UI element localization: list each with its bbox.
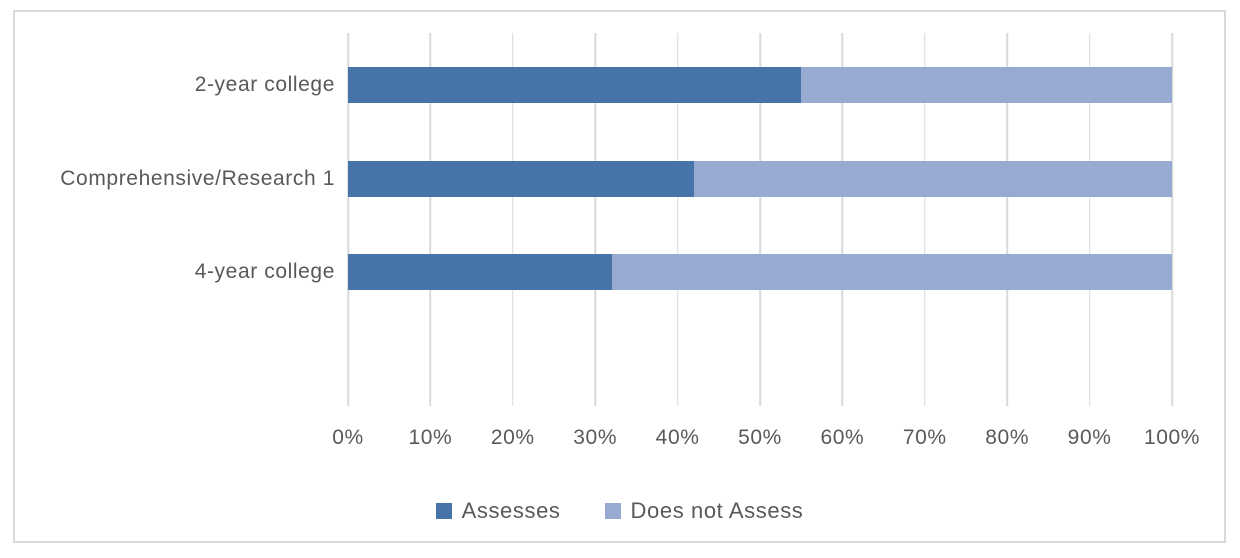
- gridline-20: [512, 33, 514, 406]
- category-axis: 2-year college Comprehensive/Research 1 4-…: [15, 33, 335, 406]
- x-tick-label-50: 50%: [738, 426, 782, 449]
- gridline-60: [841, 33, 844, 406]
- x-axis: 0% 10% 20% 30% 40% 50% 60% 70% 80% 90% 100%: [332, 426, 1199, 456]
- gridline-10: [429, 33, 432, 406]
- gridline-30: [594, 33, 596, 406]
- x-tick-label-100: 100%: [1143, 426, 1201, 449]
- gridline-40: [676, 33, 679, 406]
- legend-swatch-does-not-assess: [604, 503, 621, 519]
- gridline-90: [1088, 33, 1091, 406]
- category-label-comprehensive-research-1: Comprehensive/Research 1: [60, 166, 335, 190]
- bar-row-2-year-college: [348, 67, 1172, 103]
- x-tick-label-10: 10%: [408, 426, 453, 449]
- x-tick-label-0: 0%: [332, 426, 364, 449]
- x-tick-label-20: 20%: [490, 426, 535, 449]
- x-tick-label-30: 30%: [573, 426, 618, 449]
- gridline-50: [759, 33, 761, 406]
- x-tick-label-40: 40%: [655, 426, 700, 449]
- legend-item-does-not-assess: Does not Assess: [604, 498, 804, 524]
- gridline-100: [1171, 33, 1173, 406]
- legend: Assesses Does not Assess: [15, 494, 1224, 528]
- legend-item-assesses: Assesses: [435, 498, 561, 524]
- x-tick-label-80: 80%: [985, 426, 1030, 449]
- x-tick-label-70: 70%: [902, 426, 947, 449]
- bar-row-4-year-college: [348, 254, 1172, 290]
- bar-row-comprehensive-research-1: [348, 160, 1172, 197]
- gridline-70: [924, 33, 926, 406]
- gridline-80: [1006, 33, 1008, 406]
- x-tick-label-90: 90%: [1067, 426, 1112, 449]
- bar-segment-2-year-college-does-not-assess: [801, 67, 1172, 103]
- bar-segment-4-year-college-does-not-assess: [611, 254, 1172, 290]
- bar-segment-2-year-college-assesses: [348, 67, 802, 103]
- legend-swatch-assesses: [435, 503, 452, 519]
- chart-frame: 2-year college Comprehensive/Research 1 4-…: [13, 10, 1226, 543]
- category-label-4-year-college: 4-year college: [194, 260, 335, 283]
- bar-segment-comprehensive-research-1-assesses: [348, 160, 695, 197]
- category-label-2-year-college: 2-year college: [194, 73, 335, 96]
- legend-label-assesses: Assesses: [461, 498, 561, 523]
- x-tick-label-60: 60%: [820, 426, 865, 449]
- gridline-0: [347, 33, 349, 406]
- plot-area: [347, 33, 1173, 406]
- bar-segment-comprehensive-research-1-does-not-assess: [694, 160, 1172, 197]
- legend-label-does-not-assess: Does not Assess: [630, 498, 804, 523]
- bar-segment-4-year-college-assesses: [348, 254, 612, 290]
